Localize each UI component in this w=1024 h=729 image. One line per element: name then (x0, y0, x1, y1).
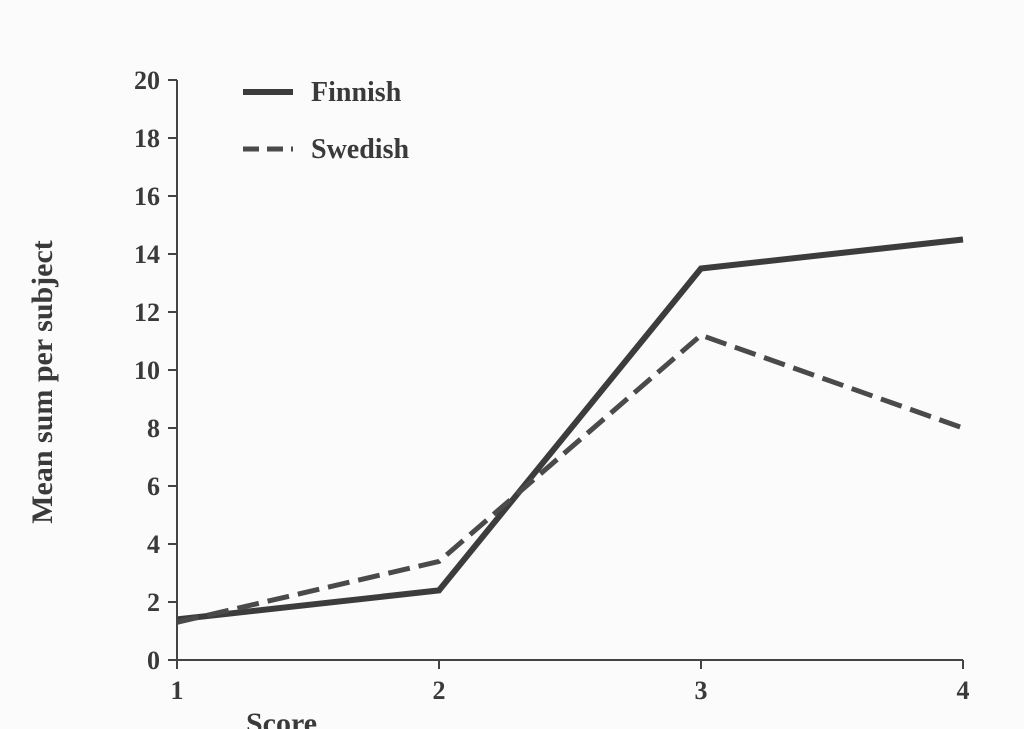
y-tick-label: 12 (134, 298, 160, 327)
series-layer (176, 236, 964, 625)
x-tick-label: 4 (957, 676, 970, 705)
y-tick-label: 0 (147, 646, 160, 675)
y-tick-label: 4 (147, 530, 160, 559)
y-tick-label: 18 (134, 124, 160, 153)
y-tick-label: 16 (134, 182, 160, 211)
x-ticks: 1 2 3 4 (171, 660, 970, 705)
y-tick-label: 14 (134, 240, 160, 269)
y-tick-label: 20 (134, 66, 160, 95)
y-tick-label: 2 (147, 588, 160, 617)
y-tick-label: 10 (134, 356, 160, 385)
y-axis-title: Mean sum per subject (26, 240, 59, 524)
series-line-swedish (176, 332, 964, 625)
y-ticks: 0 2 4 6 8 10 12 14 16 18 20 (134, 66, 177, 675)
legend-label-finnish: Finnish (311, 77, 402, 108)
axes (176, 80, 963, 661)
legend: Finnish Swedish (243, 77, 409, 165)
x-tick-label: 3 (695, 676, 708, 705)
x-tick-label: 1 (171, 676, 184, 705)
legend-label-swedish: Swedish (311, 134, 409, 165)
y-tick-label: 6 (147, 472, 160, 501)
x-axis-title: Score (246, 707, 317, 729)
series-line-finnish (176, 236, 964, 623)
x-tick-label: 2 (433, 676, 446, 705)
y-tick-label: 8 (147, 414, 160, 443)
